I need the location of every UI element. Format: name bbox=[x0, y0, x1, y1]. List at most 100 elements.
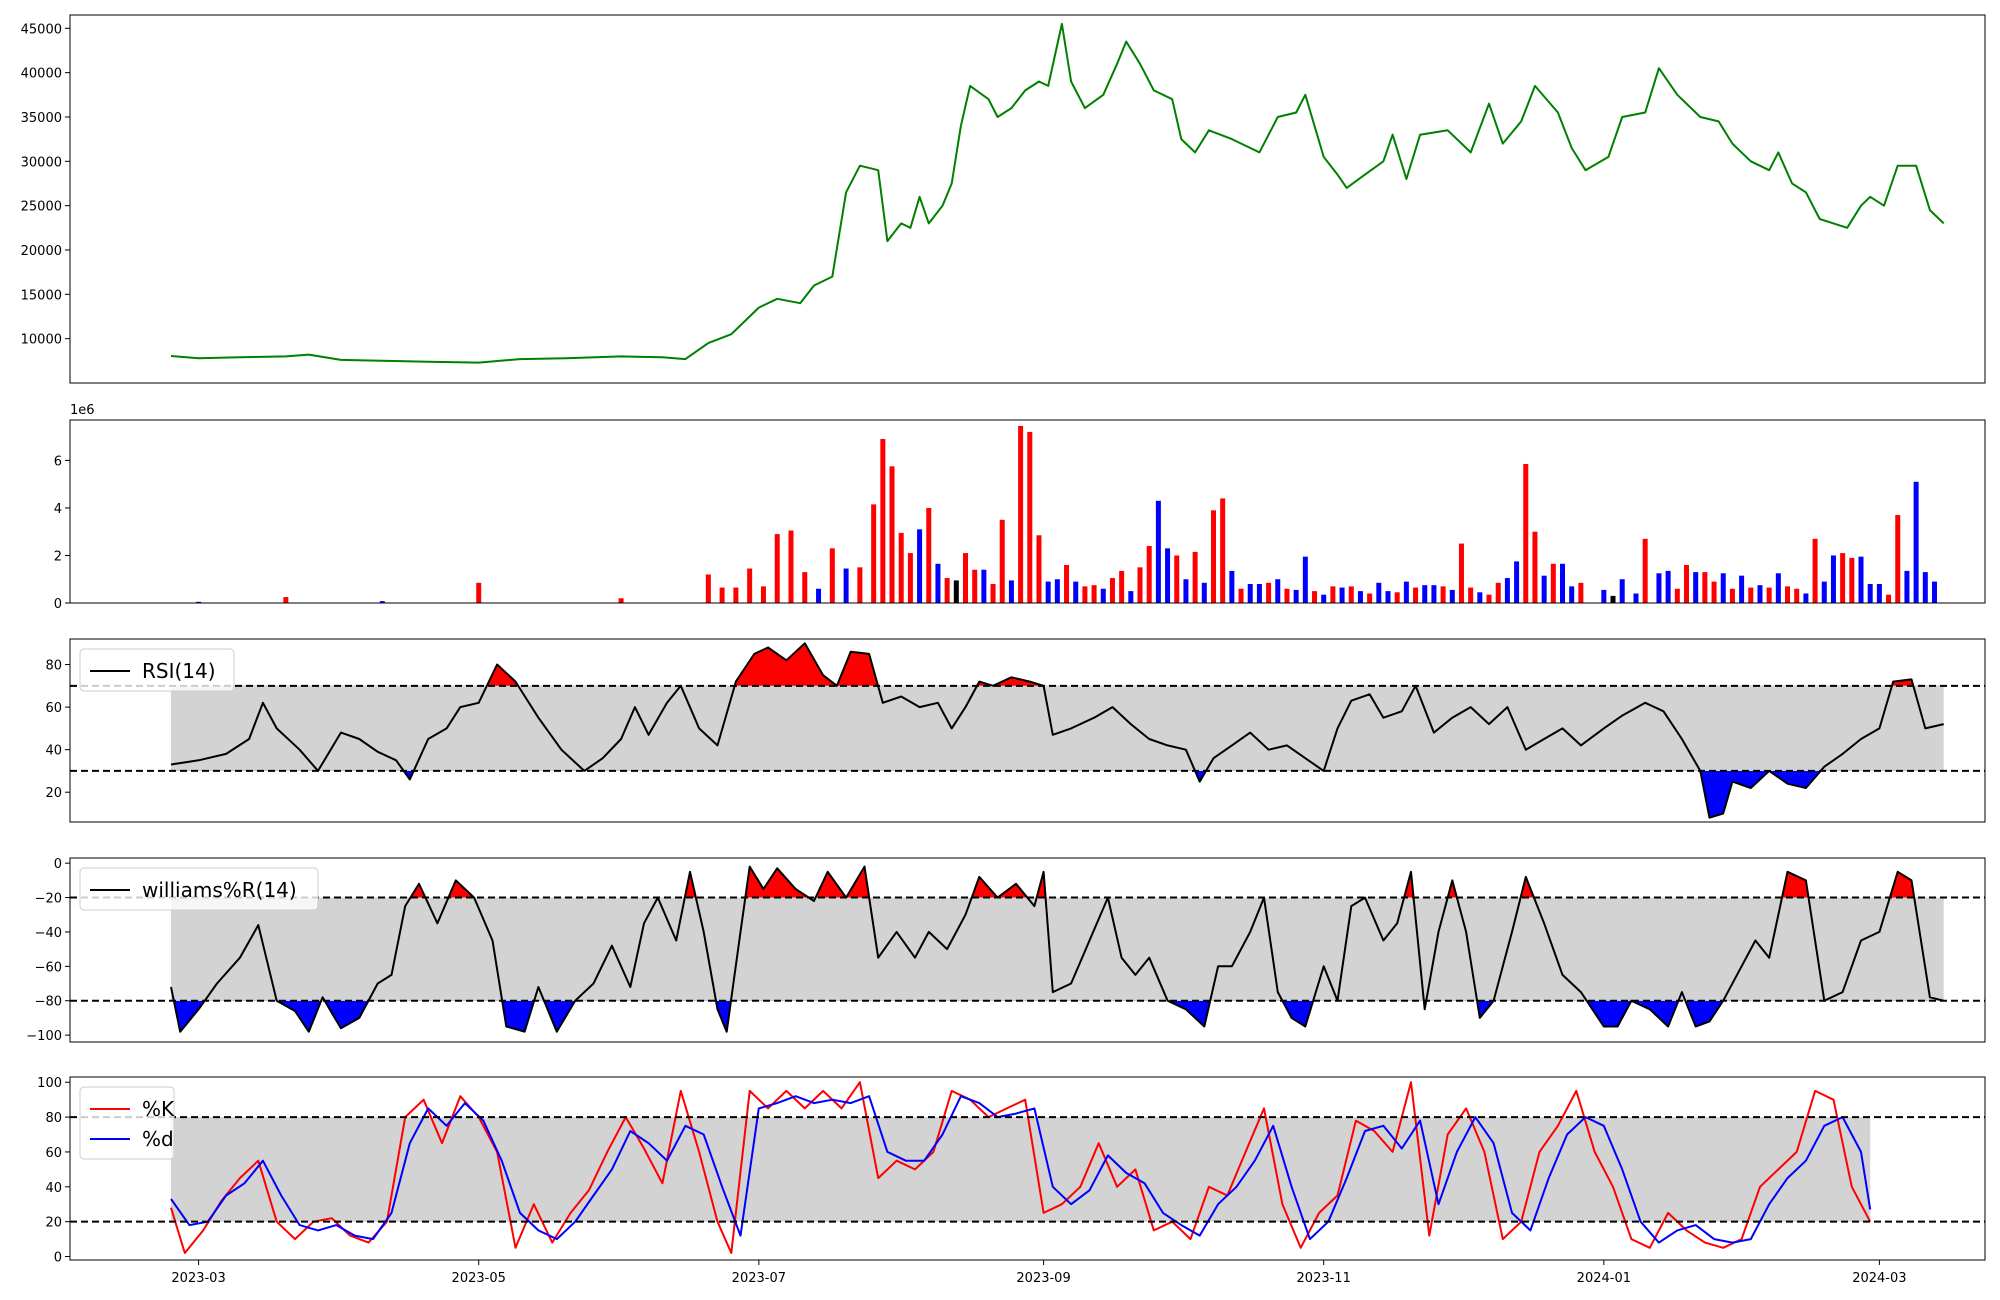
volume-bar bbox=[1895, 515, 1901, 603]
volume-bar bbox=[1293, 589, 1299, 603]
volume-bar bbox=[379, 601, 385, 603]
volume-bar bbox=[1766, 587, 1772, 603]
volume-bar bbox=[1601, 589, 1607, 603]
volume-bar bbox=[1504, 578, 1510, 603]
volume-bar bbox=[1578, 582, 1584, 603]
volume-bar bbox=[907, 553, 913, 603]
volume-bar bbox=[1812, 538, 1818, 603]
volume-bar bbox=[476, 582, 482, 603]
volume-bar bbox=[1794, 588, 1800, 603]
volume-bar bbox=[1633, 593, 1639, 603]
y-tick-label: 25000 bbox=[21, 200, 62, 215]
volume-bar bbox=[1073, 581, 1079, 603]
volume-bar bbox=[1523, 463, 1529, 603]
y-tick-label: 0 bbox=[54, 597, 62, 612]
volume-bar bbox=[1560, 563, 1566, 603]
volume-bar bbox=[1803, 593, 1809, 603]
volume-bar bbox=[1403, 581, 1409, 603]
y-tick-label: 60 bbox=[45, 1146, 62, 1161]
volume-bar bbox=[1458, 543, 1464, 603]
volume-bar bbox=[1610, 595, 1616, 603]
volume-panel: 0 2 4 6 1e6 bbox=[54, 403, 1986, 612]
x-tick-label: 2023-11 bbox=[1297, 1271, 1351, 1286]
stochastic-frame bbox=[69, 1076, 1986, 1261]
volume-bar bbox=[802, 572, 808, 603]
y-tick-label: 30000 bbox=[21, 155, 62, 170]
stochastic-series-line-1 bbox=[170, 1095, 1872, 1244]
volume-bar bbox=[1693, 572, 1699, 603]
volume-bar bbox=[1468, 587, 1474, 603]
volume-bar bbox=[196, 601, 202, 603]
volume-bar bbox=[1486, 594, 1492, 603]
volume-bar bbox=[857, 567, 863, 603]
volume-bar bbox=[1702, 572, 1708, 603]
y-tick-label: 60 bbox=[45, 701, 62, 716]
y-tick-label: −20 bbox=[35, 892, 62, 907]
volume-bar bbox=[1256, 583, 1262, 603]
williams_r-plot-area bbox=[170, 865, 1944, 1033]
volume-bar bbox=[1247, 583, 1253, 603]
volume-bar bbox=[1413, 587, 1419, 603]
volume-bar bbox=[1904, 570, 1910, 603]
y-tick-label: 40 bbox=[45, 744, 62, 759]
volume-bar bbox=[1321, 594, 1327, 603]
volume-bar bbox=[1339, 587, 1345, 603]
price-series-line-0 bbox=[170, 22, 1945, 364]
volume-bar bbox=[1830, 555, 1836, 603]
volume-bar bbox=[1711, 581, 1717, 603]
volume-frame bbox=[69, 419, 1986, 604]
volume-bar bbox=[1541, 575, 1547, 603]
legend-label: williams%R(14) bbox=[142, 878, 297, 902]
volume-bar bbox=[1128, 591, 1134, 603]
legend-label: %K bbox=[142, 1097, 175, 1121]
y-tick-label: 100 bbox=[37, 1076, 62, 1091]
volume-bar bbox=[1440, 586, 1446, 603]
volume-bar bbox=[1619, 579, 1625, 603]
volume-bar bbox=[1785, 586, 1791, 603]
volume-bar bbox=[880, 439, 886, 603]
price-plot-area bbox=[170, 22, 1945, 364]
rsi-legend: RSI(14) bbox=[79, 648, 235, 692]
volume-bar bbox=[1027, 431, 1033, 603]
volume-bar bbox=[1302, 556, 1308, 603]
volume-bar bbox=[618, 598, 624, 603]
rsi-plot-area bbox=[170, 642, 1944, 819]
volume-bar bbox=[1220, 498, 1226, 603]
volume-bar bbox=[1266, 582, 1272, 603]
volume-bar bbox=[1665, 570, 1671, 603]
volume-bar bbox=[1867, 583, 1873, 603]
volume-bar bbox=[1683, 564, 1689, 603]
volume-bar bbox=[963, 553, 969, 603]
volume-plot-area bbox=[196, 425, 1937, 603]
price-frame bbox=[69, 14, 1986, 384]
volume-bar bbox=[1229, 570, 1235, 603]
volume-bar bbox=[1284, 588, 1290, 603]
volume-bar bbox=[1367, 593, 1373, 603]
volume-bar bbox=[1656, 573, 1662, 603]
y-tick-label: 0 bbox=[54, 1251, 62, 1266]
volume-bar bbox=[1054, 579, 1060, 603]
volume-bar bbox=[1913, 481, 1919, 603]
williams_r-legend: williams%R(14) bbox=[79, 867, 319, 911]
volume-bar bbox=[1449, 589, 1455, 603]
volume-bar bbox=[283, 597, 289, 603]
band-fill bbox=[171, 685, 1944, 771]
volume-bar bbox=[972, 569, 978, 603]
volume-bar bbox=[1550, 563, 1556, 603]
williams-r-panel: −100 −80 −60 −40 −20 0 williams%R(14) bbox=[26, 857, 1986, 1044]
volume-bar bbox=[935, 563, 941, 603]
x-tick-label: 2023-05 bbox=[452, 1271, 506, 1286]
volume-bar bbox=[1840, 553, 1846, 603]
volume-bar bbox=[1431, 585, 1437, 603]
volume-bar bbox=[1729, 588, 1735, 603]
volume-bar bbox=[788, 530, 794, 603]
volume-bar bbox=[719, 587, 725, 603]
volume-bar bbox=[1739, 575, 1745, 603]
volume-bar bbox=[1422, 585, 1428, 603]
volume-bar bbox=[1275, 579, 1281, 603]
volume-bar bbox=[1394, 592, 1400, 603]
volume-bar bbox=[1514, 561, 1520, 603]
volume-bar bbox=[1238, 588, 1244, 603]
y-tick-label: 15000 bbox=[21, 288, 62, 303]
